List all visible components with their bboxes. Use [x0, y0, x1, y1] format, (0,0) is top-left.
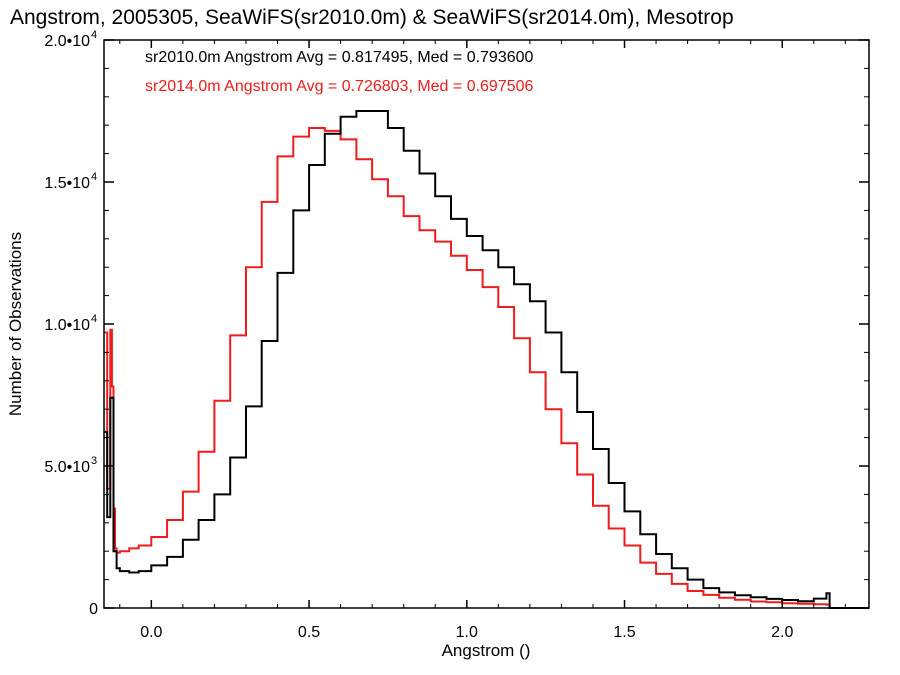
x-axis-ticks: 0.0 0.5 1.0 1.5 2.0 [119, 40, 846, 641]
y-tick-exponent: 4 [91, 171, 97, 183]
y-tick-label: 2.0•10 [44, 33, 90, 50]
x-axis-label: Angstrom () [442, 641, 531, 660]
annotation-sr2010: sr2010.0m Angstrom Avg = 0.817495, Med =… [145, 49, 534, 66]
x-tick-label: 1.5 [613, 624, 635, 641]
plot-area [103, 39, 870, 609]
y-tick-exponent: 4 [91, 29, 97, 41]
plot-frame [103, 39, 870, 609]
y-tick-exponent: 4 [91, 313, 97, 325]
x-tick-label: 0.5 [298, 624, 320, 641]
y-tick-label: 0 [89, 601, 98, 618]
y-tick-label: 1.0•10 [44, 317, 90, 334]
chart-title: Angstrom, 2005305, SeaWiFS(sr2010.0m) & … [10, 6, 734, 29]
y-tick-label: 1.5•10 [44, 175, 90, 192]
annotation-sr2014: sr2014.0m Angstrom Avg = 0.726803, Med =… [145, 78, 534, 95]
x-tick-label: 1.0 [456, 624, 478, 641]
x-tick-label: 2.0 [771, 624, 793, 641]
series-red-line [104, 127, 869, 609]
y-axis-ticks: 05.0•10 31.0•10 41.5•10 42.0•10 4 [44, 29, 869, 618]
y-tick-exponent: 3 [91, 455, 97, 467]
x-tick-label: 0.0 [140, 624, 162, 641]
series-black-line [104, 110, 869, 609]
y-tick-label: 5.0•10 [44, 459, 90, 476]
y-axis-label: Number of Observations [6, 232, 25, 416]
